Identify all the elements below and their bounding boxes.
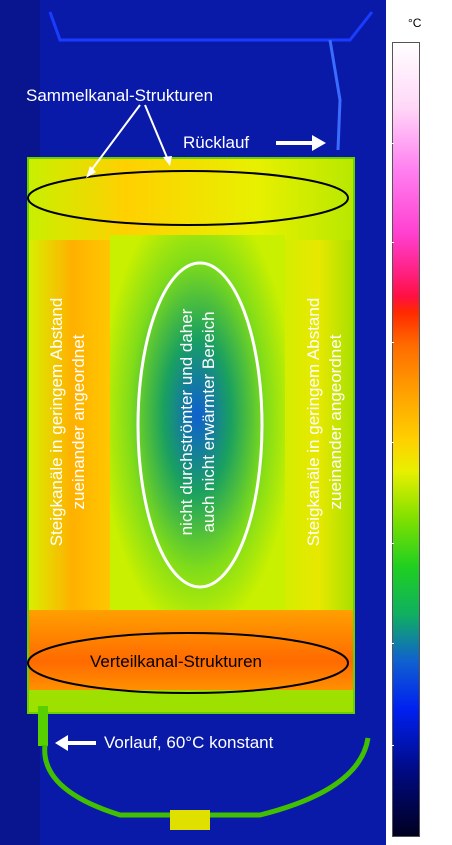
tick-60 bbox=[388, 143, 394, 144]
tick-label-50: 50 bbox=[424, 332, 439, 347]
verteilkanal-ellipse bbox=[27, 632, 349, 694]
tick-50 bbox=[388, 342, 394, 343]
tick-label-35: 35 bbox=[424, 633, 439, 648]
center-ellipse bbox=[136, 261, 264, 589]
sammelkanal-arrow-right bbox=[144, 104, 169, 161]
tick-55 bbox=[388, 242, 394, 243]
tick-40 bbox=[388, 543, 394, 544]
center-line2: auch nicht erwärmter Bereich bbox=[199, 311, 218, 533]
sammelkanal-label: Sammelkanal-Strukturen bbox=[26, 86, 214, 105]
scale-bar bbox=[392, 42, 420, 837]
color-scale: °C 60 55 50 45 40 35 30 bbox=[386, 0, 452, 845]
tick-30 bbox=[388, 745, 394, 746]
vorlauf-label: Vorlauf, 60°C konstant bbox=[104, 733, 274, 752]
steig-left-line1: Steigkanäle in geringem Abstand bbox=[47, 297, 66, 547]
tick-label-45: 45 bbox=[424, 432, 439, 447]
sammelkanal-ellipse bbox=[27, 170, 349, 226]
tick-label-40: 40 bbox=[424, 533, 439, 548]
thermal-image: Sammelkanal-Strukturen Rücklauf Steigkan… bbox=[0, 0, 386, 845]
tick-label-30: 30 bbox=[424, 735, 439, 750]
steig-left-label: Steigkanäle in geringem Abstand zueinand… bbox=[46, 287, 90, 557]
tick-45 bbox=[388, 442, 394, 443]
steig-right-label: Steigkanäle in geringem Abstand zueinand… bbox=[303, 287, 347, 557]
steig-right-line2: zueinander angeordnet bbox=[326, 334, 345, 510]
ruecklauf-label: Rücklauf bbox=[183, 133, 250, 152]
tick-35 bbox=[388, 643, 394, 644]
verteilkanal-label: Verteilkanal-Strukturen bbox=[90, 652, 262, 671]
steig-left-line2: zueinander angeordnet bbox=[69, 334, 88, 510]
thermal-panel-graphic bbox=[0, 0, 374, 845]
tick-label-60: 60 bbox=[424, 133, 439, 148]
tick-label-55: 55 bbox=[424, 232, 439, 247]
steig-right-line1: Steigkanäle in geringem Abstand bbox=[304, 297, 323, 547]
center-label: nicht durchströmter und daher auch nicht… bbox=[176, 287, 220, 557]
scale-unit: °C bbox=[408, 16, 422, 30]
center-line1: nicht durchströmter und daher bbox=[177, 308, 196, 536]
sammelkanal-arrow-left bbox=[89, 104, 141, 173]
